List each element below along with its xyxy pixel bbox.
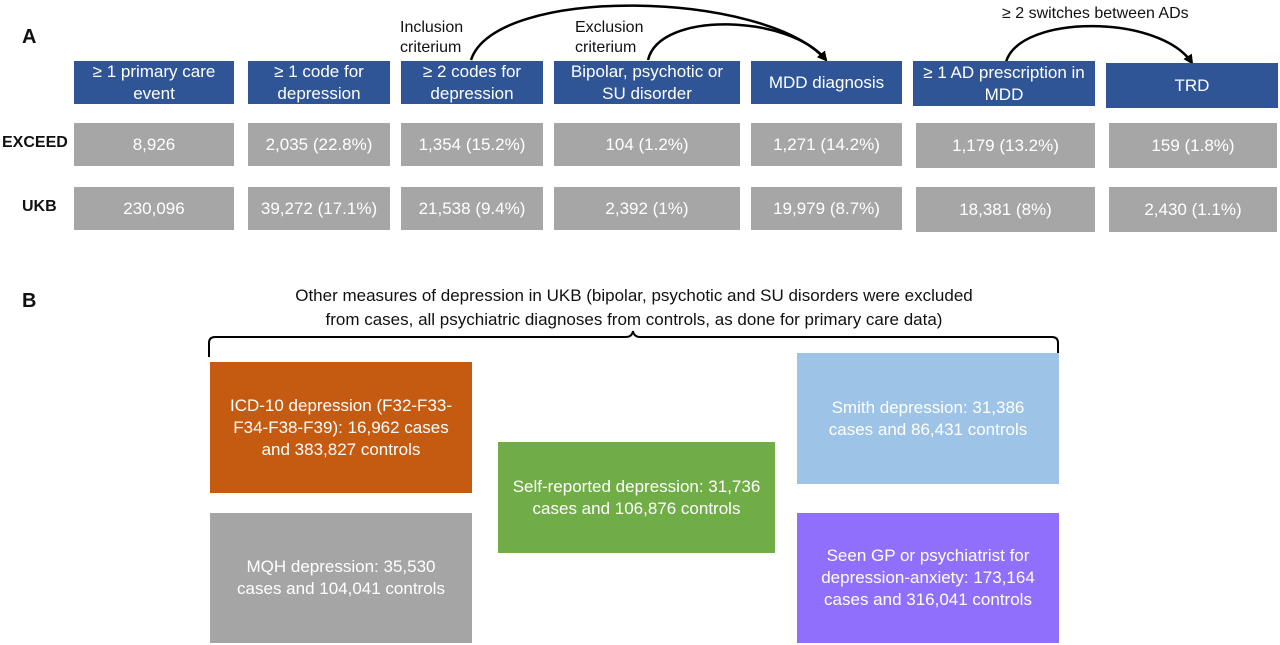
exceed-cell-1: 8,926 — [74, 123, 234, 166]
stage-mdd-diagnosis: MDD diagnosis — [751, 61, 902, 104]
ukb-cell-6: 18,381 (8%) — [916, 187, 1095, 232]
seen-gp-psychiatrist-box: Seen GP or psychiatrist for depression-a… — [797, 513, 1059, 643]
icd10-depression-box: ICD-10 depression (F32-F33-F34-F38-F39):… — [210, 362, 472, 493]
stage-two-codes-for-depression: ≥ 2 codes for depression — [401, 61, 543, 104]
exceed-cell-2: 2,035 (22.8%) — [248, 123, 390, 166]
ukb-cell-1: 230,096 — [74, 187, 234, 230]
switches-note: ≥ 2 switches between ADs — [1002, 5, 1189, 22]
ukb-cell-3: 21,538 (9.4%) — [401, 187, 543, 230]
exclusion-criterium-note: Exclusion criterium — [575, 19, 644, 56]
exceed-cell-7: 159 (1.8%) — [1109, 123, 1277, 168]
inclusion-arrow — [469, 4, 828, 62]
panel-b-brace — [208, 330, 1059, 357]
panel-b-label: B — [22, 290, 37, 312]
panel-b-heading-line2: from cases, all psychiatric diagnoses fr… — [325, 310, 943, 329]
ukb-cell-5: 19,979 (8.7%) — [751, 187, 902, 230]
stage-bipolar-psychotic-su: Bipolar, psychotic or SU disorder — [554, 61, 740, 104]
inclusion-criterium-note: Inclusion criterium — [400, 19, 464, 56]
row-label-exceed: EXCEED — [2, 134, 68, 151]
ukb-cell-7: 2,430 (1.1%) — [1109, 187, 1277, 232]
mqh-depression-box: MQH depression: 35,530 cases and 104,041… — [210, 513, 472, 643]
switches-arrow — [1004, 24, 1194, 65]
ukb-cell-4: 2,392 (1%) — [554, 187, 740, 230]
smith-depression-box: Smith depression: 31,386 cases and 86,43… — [797, 353, 1059, 484]
panel-a-label: A — [22, 26, 37, 48]
exceed-cell-5: 1,271 (14.2%) — [751, 123, 902, 166]
stage-ad-prescription: ≥ 1 AD prescription in MDD — [913, 61, 1095, 106]
stage-trd: TRD — [1106, 63, 1278, 108]
ukb-cell-2: 39,272 (17.1%) — [248, 187, 390, 230]
stage-primary-care-event: ≥ 1 primary care event — [74, 61, 234, 104]
exceed-cell-6: 1,179 (13.2%) — [916, 123, 1095, 168]
panel-b-heading-line1: Other measures of depression in UKB (bip… — [295, 286, 973, 305]
exclusion-arrow — [646, 23, 828, 62]
panel-b-heading: Other measures of depression in UKB (bip… — [200, 284, 1068, 332]
exceed-cell-4: 104 (1.2%) — [554, 123, 740, 166]
self-reported-depression-box: Self-reported depression: 31,736 cases a… — [498, 442, 775, 553]
row-label-ukb: UKB — [22, 198, 57, 215]
stage-code-for-depression: ≥ 1 code for depression — [248, 61, 390, 104]
exceed-cell-3: 1,354 (15.2%) — [401, 123, 543, 166]
